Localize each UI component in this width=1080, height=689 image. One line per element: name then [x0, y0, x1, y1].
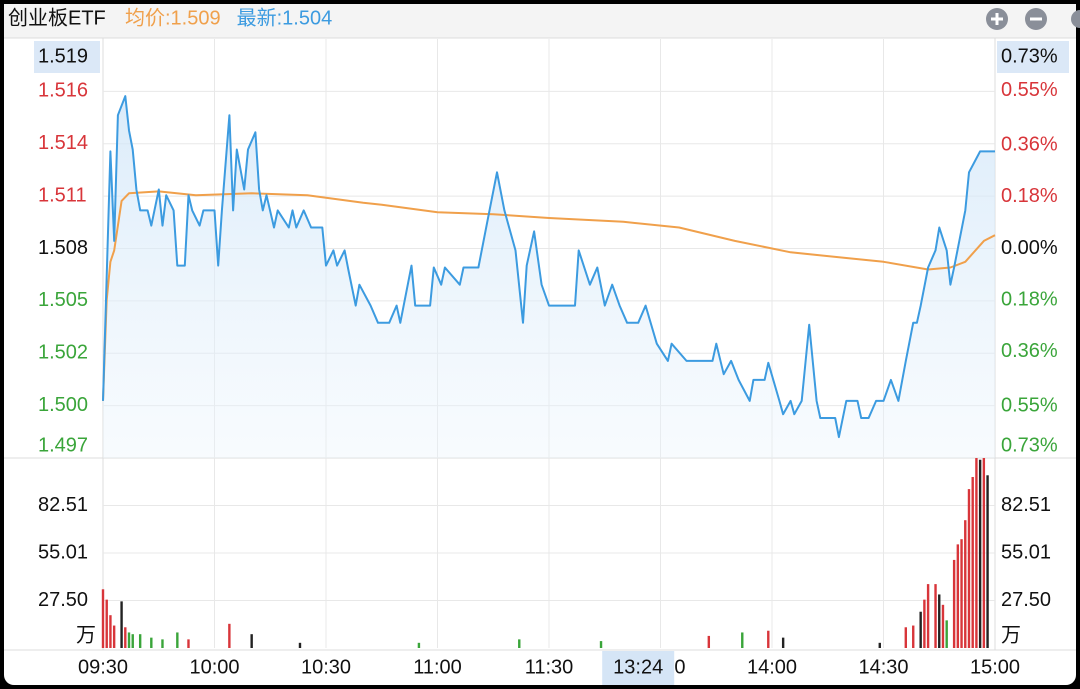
price-line: [102, 190, 996, 401]
volume-bar: [150, 637, 153, 648]
volume-bar: [518, 639, 521, 648]
y-tick-label: 1.519: [38, 45, 88, 67]
y-tick-label: 1.511: [38, 184, 87, 206]
volume-tick-label: 27.50: [1001, 589, 1051, 611]
volume-bar: [952, 559, 956, 648]
x-tick-label: 11:00: [413, 656, 462, 678]
volume-bar: [741, 632, 744, 648]
settings-button[interactable]: [1071, 10, 1080, 28]
volume-tick-label: 82.51: [38, 494, 88, 516]
volume-bar: [176, 632, 179, 648]
volume-bar: [919, 611, 922, 648]
y2-tick-label: 0.18%: [1001, 288, 1058, 310]
volume-bar: [967, 489, 971, 648]
volume-bar: [982, 458, 986, 648]
y2-tick-label: 0.73%: [1001, 45, 1058, 67]
volume-bar: [105, 599, 108, 648]
volume-bar: [978, 459, 982, 648]
cursor-label: 13:24: [613, 656, 663, 678]
volume-bar: [101, 589, 105, 648]
volume-bar: [187, 639, 190, 648]
y-tick-label: 1.505: [38, 289, 88, 311]
volume-bar: [124, 627, 127, 648]
volume-bar: [986, 475, 989, 648]
plot-layer: 09:3010:0010:3011:0011:3013:0014:0014:30…: [34, 6, 1069, 685]
y2-tick-label: 0.55%: [1001, 395, 1058, 417]
volume-bar: [767, 630, 770, 648]
x-tick-label: 10:30: [301, 656, 351, 678]
x-tick-label: 14:00: [747, 656, 797, 678]
volume-bar: [934, 584, 937, 648]
x-tick-label: 10:00: [189, 656, 239, 678]
y-tick-label: 1.497: [38, 434, 88, 456]
legend-entry: 均价:1.509: [125, 6, 221, 29]
x-tick-label: 09:30: [78, 656, 128, 678]
volume-bar: [971, 477, 974, 648]
volume-tick-label: 55.01: [1001, 541, 1051, 563]
volume-bar: [228, 623, 231, 648]
volume-bar: [250, 634, 253, 648]
x-tick-label: 11:30: [525, 656, 574, 678]
volume-bar: [945, 620, 948, 648]
x-tick-label: 15:00: [970, 656, 1020, 678]
volume-bar: [960, 539, 963, 648]
y-tick-highlight: [34, 41, 100, 73]
chart-title: 创业板ETF: [8, 6, 106, 29]
volume-bar: [904, 627, 907, 648]
y2-tick-label: 0.36%: [1001, 340, 1058, 362]
y2-tick-label: 0.18%: [1001, 185, 1058, 207]
volume-tick-label: 82.51: [1001, 494, 1051, 516]
volume-bar: [417, 642, 421, 648]
price-line: [102, 95, 995, 439]
volume-unit: 万: [76, 624, 96, 646]
volume-bar: [878, 642, 881, 648]
volume-unit: 万: [1001, 624, 1021, 646]
volume-bar: [926, 584, 930, 648]
y-tick-label: 1.502: [38, 342, 88, 364]
y-tick-label: 1.514: [38, 132, 88, 154]
y2-tick-highlight: [997, 41, 1069, 73]
volume-bar: [138, 634, 142, 648]
y-tick-label: 1.500: [38, 394, 88, 416]
y2-tick-label: 0.36%: [1001, 133, 1058, 155]
price-area: [103, 96, 995, 458]
volume-tick-label: 27.50: [38, 589, 88, 611]
cursor-label-bg: [602, 651, 675, 685]
y2-tick-label: 0.00%: [1001, 237, 1058, 259]
y2-tick-label: 0.73%: [1001, 434, 1058, 456]
volume-bar: [112, 625, 116, 648]
volume-tick-label: 55.01: [38, 541, 88, 563]
volume-bar: [120, 601, 123, 648]
volume-bar: [131, 634, 134, 648]
y-tick-label: 1.508: [38, 237, 88, 259]
zoom-out-button[interactable]: [1025, 8, 1047, 30]
volume-bar: [599, 641, 603, 648]
volume-bar: [109, 615, 112, 648]
volume-bar: [161, 639, 164, 648]
volume-bar: [964, 520, 967, 648]
volume-bar: [938, 594, 941, 648]
legend-entry: 最新:1.504: [237, 6, 333, 29]
volume-bar: [956, 544, 960, 648]
volume-bar: [781, 637, 785, 648]
volume-bar: [941, 604, 945, 648]
volume-bar: [912, 625, 915, 648]
volume-bar: [127, 632, 131, 648]
volume-bar: [923, 599, 926, 648]
volume-bar: [975, 458, 978, 648]
x-tick-label: 14:30: [858, 656, 908, 678]
zoom-in-button[interactable]: [986, 8, 1008, 30]
volume-bar: [298, 642, 302, 648]
volume-bar: [707, 635, 711, 648]
y2-tick-label: 0.55%: [1001, 79, 1058, 101]
y-tick-label: 1.516: [38, 80, 88, 102]
header-bar: [4, 4, 1076, 38]
